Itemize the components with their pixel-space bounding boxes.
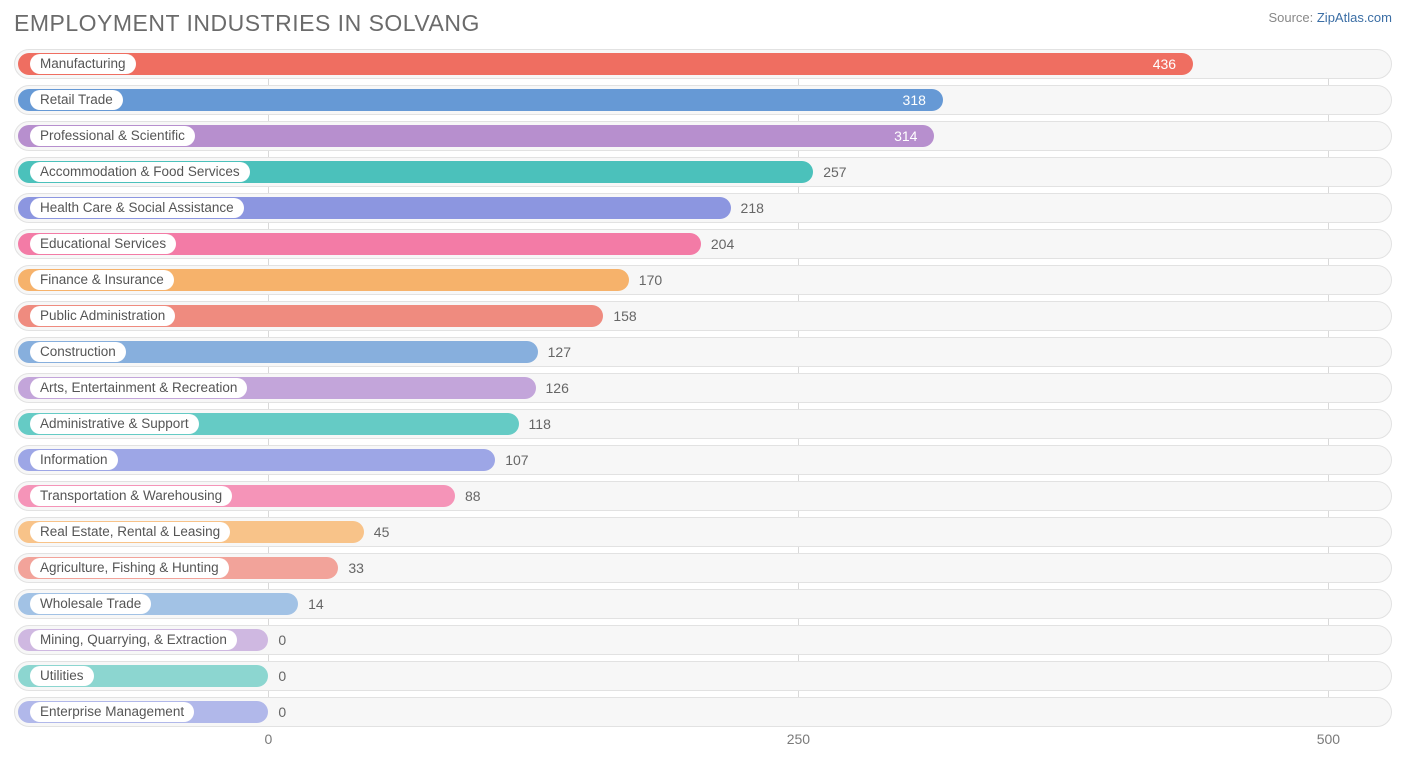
chart-title: EMPLOYMENT INDUSTRIES IN SOLVANG	[14, 10, 480, 37]
bar-row: Transportation & Warehousing 88	[14, 481, 1392, 511]
value-label: 118	[529, 409, 551, 439]
value-label: 126	[546, 373, 569, 403]
bar-row: Construction 127	[14, 337, 1392, 367]
value-label: 14	[308, 589, 324, 619]
value-label: 0	[278, 697, 286, 727]
value-label: 0	[278, 661, 286, 691]
bar-row: Utilities 0	[14, 661, 1392, 691]
bar-chart: Manufacturing 436 Retail Trade 318 Professio…	[14, 49, 1392, 751]
category-pill: Accommodation & Food Services	[30, 162, 250, 182]
category-pill: Finance & Insurance	[30, 270, 174, 290]
category-pill: Administrative & Support	[30, 414, 199, 434]
value-label: 257	[823, 157, 846, 187]
bar-fill	[18, 89, 943, 111]
bar-row: Wholesale Trade 14	[14, 589, 1392, 619]
category-pill: Arts, Entertainment & Recreation	[30, 378, 247, 398]
category-pill: Information	[30, 450, 118, 470]
bar-row: Accommodation & Food Services 257	[14, 157, 1392, 187]
category-pill: Agriculture, Fishing & Hunting	[30, 558, 229, 578]
value-label: 318	[903, 85, 926, 115]
source-link[interactable]: ZipAtlas.com	[1317, 10, 1392, 25]
axis-tick-label: 250	[787, 731, 810, 747]
category-pill: Transportation & Warehousing	[30, 486, 232, 506]
bar-row: Mining, Quarrying, & Extraction 0	[14, 625, 1392, 655]
category-pill: Utilities	[30, 666, 94, 686]
bar-row: Health Care & Social Assistance 218	[14, 193, 1392, 223]
value-label: 436	[1153, 49, 1176, 79]
category-pill: Retail Trade	[30, 90, 123, 110]
category-pill: Wholesale Trade	[30, 594, 151, 614]
bar-row: Agriculture, Fishing & Hunting 33	[14, 553, 1392, 583]
value-label: 0	[278, 625, 286, 655]
bar-row: Real Estate, Rental & Leasing 45	[14, 517, 1392, 547]
category-pill: Manufacturing	[30, 54, 136, 74]
chart-source: Source: ZipAtlas.com	[1268, 10, 1392, 25]
chart-x-axis: 0 250 500	[14, 727, 1392, 751]
bar-row: Professional & Scientific 314	[14, 121, 1392, 151]
bar-row: Educational Services 204	[14, 229, 1392, 259]
bar-row: Finance & Insurance 170	[14, 265, 1392, 295]
axis-tick-label: 0	[264, 731, 272, 747]
bar-row: Manufacturing 436	[14, 49, 1392, 79]
bar-row: Information 107	[14, 445, 1392, 475]
value-label: 107	[505, 445, 528, 475]
source-prefix: Source:	[1268, 10, 1316, 25]
category-pill: Mining, Quarrying, & Extraction	[30, 630, 237, 650]
value-label: 170	[639, 265, 662, 295]
bar-fill	[18, 53, 1193, 75]
value-label: 158	[613, 301, 636, 331]
category-pill: Health Care & Social Assistance	[30, 198, 244, 218]
category-pill: Real Estate, Rental & Leasing	[30, 522, 230, 542]
value-label: 204	[711, 229, 734, 259]
value-label: 45	[374, 517, 390, 547]
category-pill: Construction	[30, 342, 126, 362]
value-label: 218	[741, 193, 764, 223]
category-pill: Public Administration	[30, 306, 175, 326]
bar-row: Public Administration 158	[14, 301, 1392, 331]
value-label: 88	[465, 481, 481, 511]
bar-row: Administrative & Support 118	[14, 409, 1392, 439]
bar-row: Arts, Entertainment & Recreation 126	[14, 373, 1392, 403]
category-pill: Educational Services	[30, 234, 176, 254]
bar-row: Retail Trade 318	[14, 85, 1392, 115]
axis-tick-label: 500	[1317, 731, 1340, 747]
bar-row: Enterprise Management 0	[14, 697, 1392, 727]
value-label: 127	[548, 337, 571, 367]
category-pill: Professional & Scientific	[30, 126, 195, 146]
value-label: 33	[348, 553, 364, 583]
value-label: 314	[894, 121, 917, 151]
chart-plot-area: Manufacturing 436 Retail Trade 318 Professio…	[14, 49, 1392, 727]
chart-header: EMPLOYMENT INDUSTRIES IN SOLVANG Source:…	[14, 10, 1392, 37]
category-pill: Enterprise Management	[30, 702, 194, 722]
